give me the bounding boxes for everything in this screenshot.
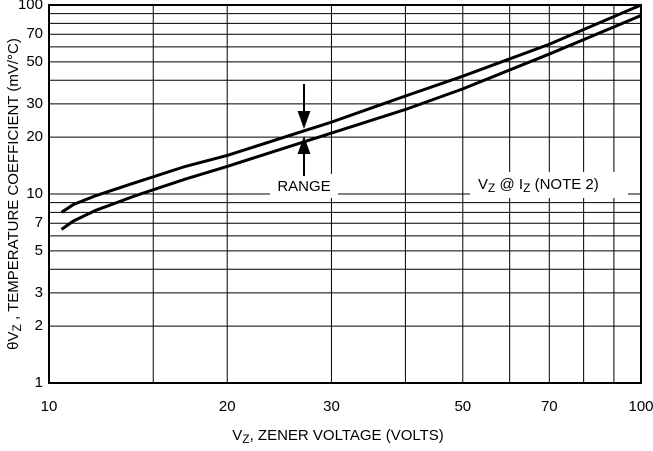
note-part: V — [478, 176, 488, 193]
curve — [60, 3, 642, 214]
range-arrows — [297, 84, 311, 176]
note: VZ @ IZ (NOTE 2) — [478, 176, 599, 195]
y-tick-label: 3 — [35, 284, 43, 301]
x-tick-label: 10 — [41, 398, 58, 415]
curve — [60, 14, 642, 231]
range-box — [270, 174, 338, 198]
note-box — [470, 172, 628, 198]
note-part: @ I — [495, 176, 523, 193]
y-tick-label: 30 — [26, 95, 43, 112]
y-label-part: θV — [5, 332, 22, 350]
note-part: (NOTE 2) — [530, 176, 598, 193]
y-label-sub: Z — [10, 324, 24, 331]
y-axis-label: θVZ , TEMPERATURE COEFFICIENT (mV/°C) — [5, 38, 24, 350]
x-label-part: , ZENER VOLTAGE (VOLTS) — [250, 427, 444, 444]
plot: 10 20 30 50 70 100 1 2 3 5 7 10 20 30 50 70 100 — [18, 0, 653, 415]
plot-frame — [48, 4, 642, 384]
y-tick-label: 7 — [35, 214, 43, 231]
y-tick-label: 20 — [26, 128, 43, 145]
y-tick-label: 50 — [26, 53, 43, 70]
x-axis-label: VZ, ZENER VOLTAGE (VOLTS) — [232, 427, 444, 446]
y-tick-label: 5 — [35, 242, 43, 259]
y-label-part: , TEMPERATURE COEFFICIENT (mV/°C) — [5, 38, 22, 324]
y-tick-label: 10 — [26, 185, 43, 202]
note-sub: Z — [523, 181, 530, 195]
range-label: RANGE — [277, 178, 330, 195]
x-label-part: V — [232, 427, 242, 444]
arrow-head — [297, 136, 311, 154]
x-tick-label: 20 — [219, 398, 236, 415]
note-sub: Z — [488, 181, 495, 195]
x-tick-label: 30 — [323, 398, 340, 415]
x-tick-label: 70 — [541, 398, 558, 415]
y-tick-label: 2 — [35, 317, 43, 334]
y-tick-label: 1 — [35, 374, 43, 391]
x-tick-label: 100 — [628, 398, 653, 415]
x-label-sub: Z — [242, 432, 249, 446]
x-tick-label: 50 — [454, 398, 471, 415]
y-tick-label: 100 — [18, 0, 43, 13]
y-tick-label: 70 — [26, 25, 43, 42]
arrow-head — [297, 111, 311, 129]
